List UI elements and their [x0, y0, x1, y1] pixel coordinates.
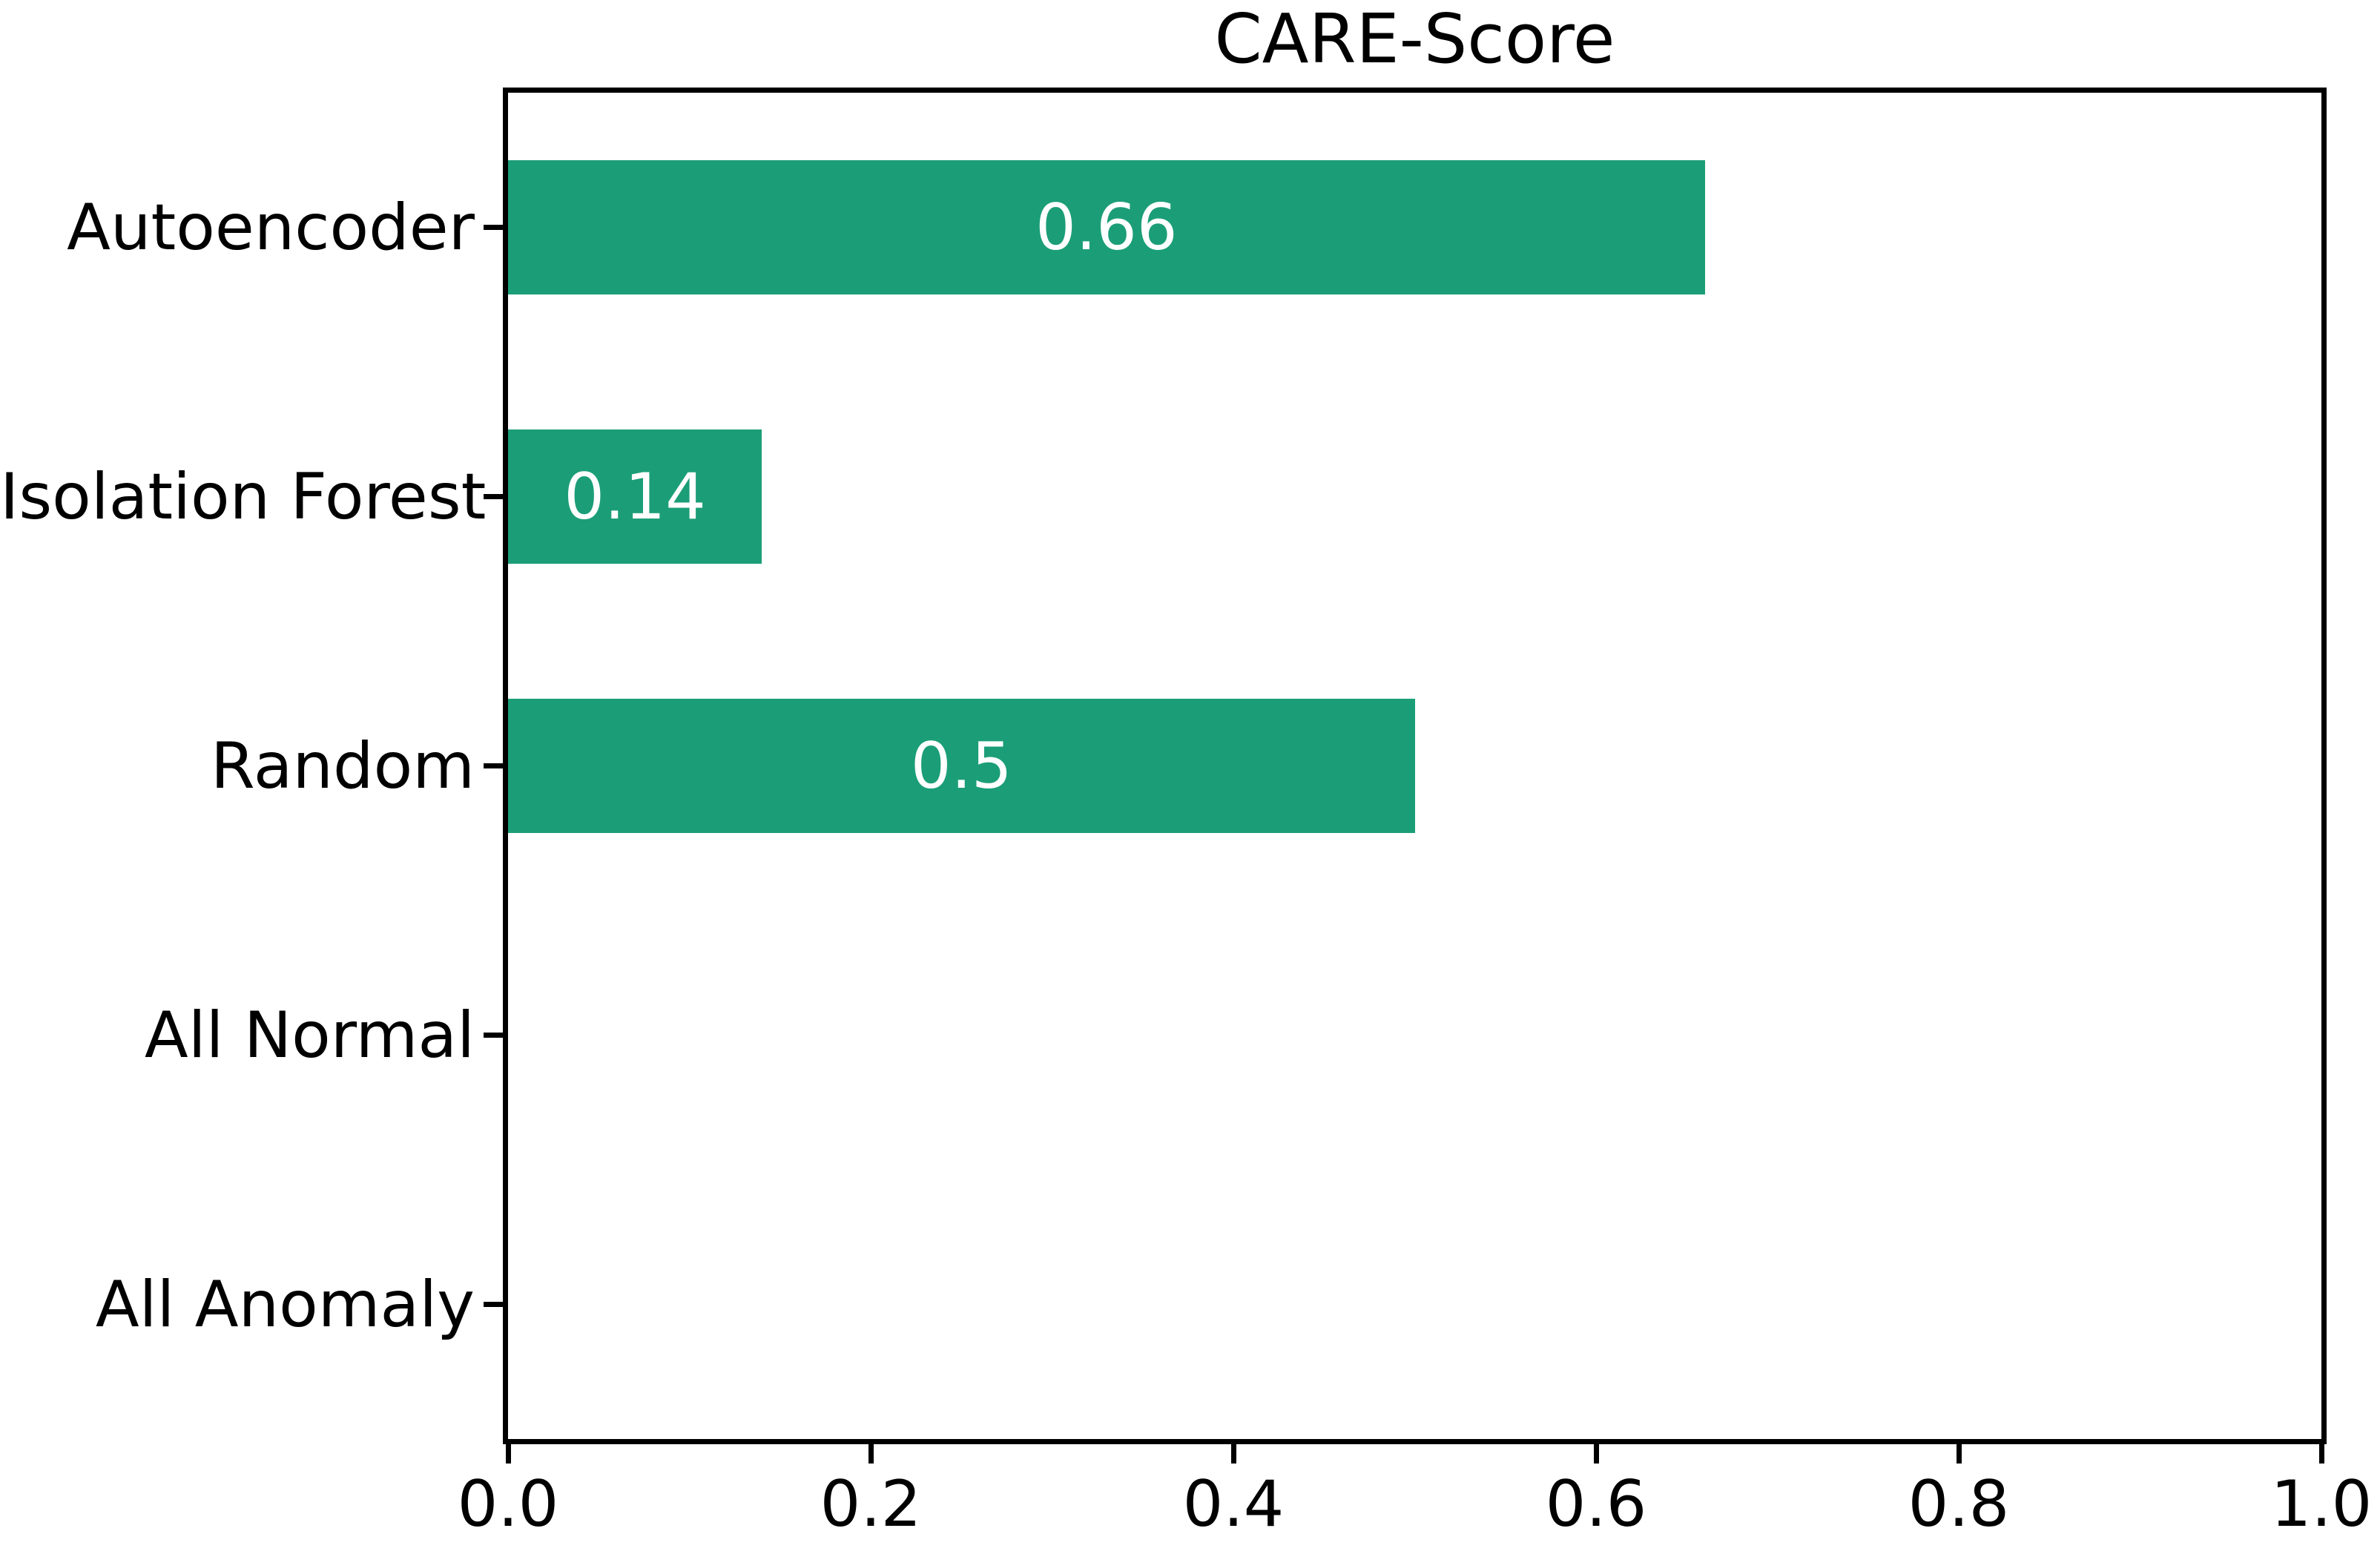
y-tick-mark — [484, 763, 503, 768]
x-tick-mark — [1230, 1444, 1236, 1464]
y-tick-mark — [484, 494, 503, 499]
bar-value-label: 0.14 — [564, 459, 706, 534]
bar-value-label: 0.66 — [1035, 190, 1178, 265]
y-category-label: Random — [210, 728, 475, 803]
chart-title: CARE-Score — [1214, 0, 1615, 79]
x-tick-label: 0.8 — [1908, 1467, 2010, 1541]
bar: 0.5 — [508, 698, 1415, 834]
x-tick-mark — [505, 1444, 511, 1464]
y-category-label: All Normal — [144, 998, 475, 1073]
x-tick-label: 0.0 — [457, 1467, 559, 1541]
y-tick-mark — [484, 1033, 503, 1038]
y-tick-mark — [484, 1302, 503, 1307]
x-tick-label: 1.0 — [2270, 1467, 2373, 1541]
plot-area — [503, 88, 2327, 1444]
bar-value-label: 0.5 — [910, 728, 1012, 803]
y-category-label: Autoencoder — [67, 190, 475, 265]
x-tick-mark — [868, 1444, 874, 1464]
bar: 0.66 — [508, 159, 1705, 295]
bar: 0.14 — [508, 429, 762, 564]
x-tick-label: 0.6 — [1545, 1467, 1647, 1541]
y-category-label: Isolation Forest — [0, 459, 487, 534]
y-category-label: All Anomaly — [95, 1267, 475, 1342]
x-tick-mark — [2318, 1444, 2324, 1464]
x-tick-mark — [1956, 1444, 1962, 1464]
y-tick-mark — [484, 225, 503, 230]
x-tick-label: 0.2 — [820, 1467, 922, 1541]
x-tick-label: 0.4 — [1182, 1467, 1285, 1541]
x-tick-mark — [1593, 1444, 1599, 1464]
